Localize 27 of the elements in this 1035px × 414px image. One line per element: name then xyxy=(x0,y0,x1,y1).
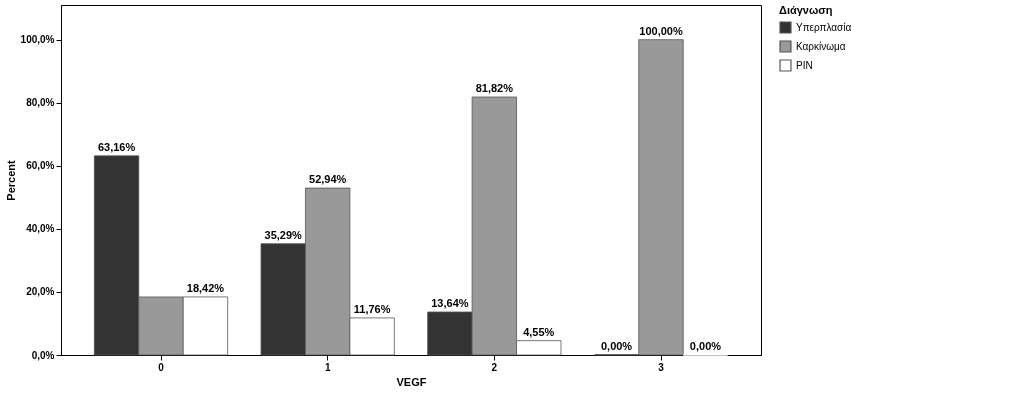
y-tick-label: 0,0% xyxy=(31,349,55,361)
y-tick-label: 60,0% xyxy=(26,160,55,172)
legend-label: Υπερπλασία xyxy=(796,21,852,33)
data-label: 11,76% xyxy=(353,302,391,315)
y-tick-label: 80,0% xyxy=(26,97,55,109)
y-axis-title: Percent xyxy=(4,159,17,201)
x-tick-label: 2 xyxy=(491,361,498,373)
data-label: 35,29% xyxy=(264,228,303,241)
legend-label: Καρκίνωμα xyxy=(796,40,846,52)
data-label: 63,16% xyxy=(97,140,136,153)
legend-label: PIN xyxy=(796,59,813,71)
data-label: 18,42% xyxy=(186,281,225,294)
data-label: 0,00% xyxy=(689,340,722,352)
x-tick-label: 1 xyxy=(324,361,331,373)
y-tick-label: 100,0% xyxy=(20,34,55,46)
data-label: 13,64% xyxy=(431,296,469,309)
data-label: 4,55% xyxy=(523,325,555,338)
data-label: 0,00% xyxy=(600,340,633,352)
data-label: 52,94% xyxy=(309,173,347,186)
data-label: 100,00% xyxy=(639,24,683,37)
y-tick-label: 40,0% xyxy=(26,223,55,235)
x-axis-title: VEGF xyxy=(396,375,427,388)
legend-title: Διάγνωση xyxy=(779,4,833,16)
y-tick-label: 20,0% xyxy=(26,286,55,298)
x-tick-label: 3 xyxy=(658,361,665,373)
data-label: 81,82% xyxy=(475,82,514,95)
x-tick-label: 0 xyxy=(158,361,165,373)
